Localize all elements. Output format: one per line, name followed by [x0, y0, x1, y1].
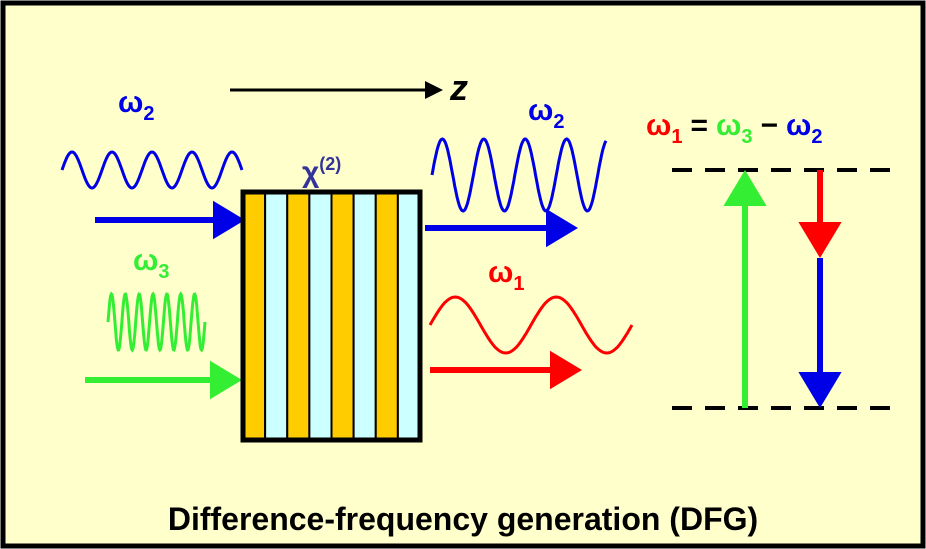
- wave: [430, 137, 608, 213]
- arrow-head: [210, 360, 242, 400]
- crystal-layer: [242, 191, 267, 441]
- equation: ω1 = ω3− ω2: [646, 109, 822, 148]
- wave-label: ω1: [488, 256, 524, 295]
- crystal: [240, 189, 423, 443]
- crystal-layer: [286, 191, 311, 441]
- wave: [60, 150, 244, 190]
- crystal-layer: [374, 191, 399, 441]
- arrow-head: [798, 222, 842, 258]
- wave: [106, 291, 207, 353]
- arrow-head: [798, 372, 842, 408]
- arrow-head: [550, 350, 582, 390]
- arrow-head: [723, 170, 767, 206]
- crystal-layer: [396, 191, 421, 441]
- crystal-label: χ(2): [302, 154, 341, 189]
- arrow-head: [546, 208, 578, 248]
- wave-label: ω2: [118, 86, 154, 125]
- wave-label: ω2: [528, 94, 564, 133]
- axis-label: z: [449, 67, 468, 108]
- crystal-layer: [352, 191, 377, 441]
- crystal-layer: [308, 191, 333, 441]
- crystal-layer: [330, 191, 355, 441]
- wave-label: ω3: [133, 244, 169, 283]
- wave: [428, 295, 634, 355]
- arrow-head: [213, 200, 245, 240]
- caption: Difference-frequency generation (DFG): [168, 501, 758, 537]
- crystal-layer: [264, 191, 289, 441]
